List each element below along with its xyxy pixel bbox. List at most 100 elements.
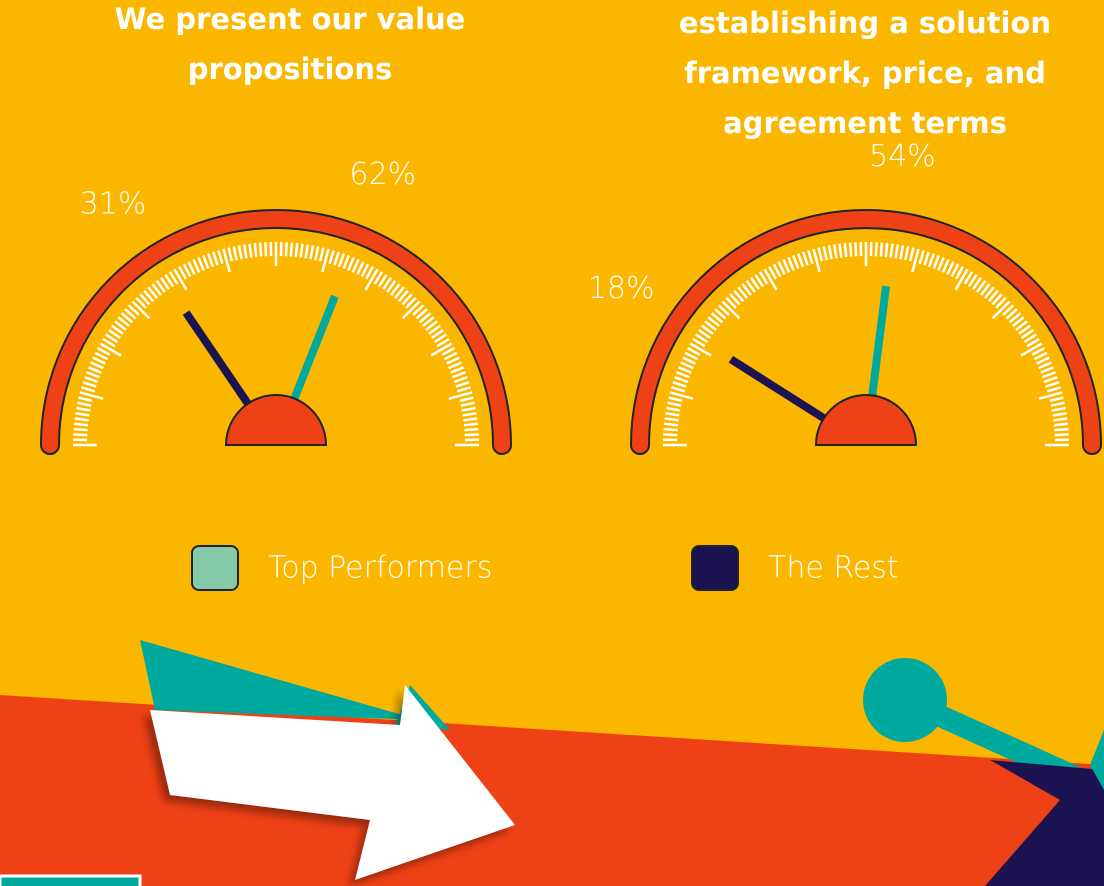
scale-notch bbox=[1044, 377, 1057, 382]
legend-swatch bbox=[192, 546, 238, 590]
scale-notch bbox=[100, 344, 121, 356]
scale-notch bbox=[1041, 367, 1054, 372]
gauge-title: We present our value propositions bbox=[110, 0, 470, 94]
scale-notch bbox=[175, 269, 187, 290]
scale-notch bbox=[666, 408, 680, 411]
scale-notch bbox=[681, 362, 694, 368]
scale-notch bbox=[464, 424, 478, 425]
scale-notch bbox=[203, 255, 208, 268]
scale-notch bbox=[845, 243, 846, 257]
scale-notch bbox=[671, 387, 684, 391]
scale-notch bbox=[1054, 424, 1068, 425]
scale-notch bbox=[286, 242, 287, 256]
scale-notch bbox=[239, 245, 242, 259]
scale-notch bbox=[664, 429, 678, 430]
scale-notch bbox=[310, 245, 313, 259]
scale-notch bbox=[296, 243, 297, 257]
scale-notch bbox=[1055, 434, 1069, 435]
scale-notch bbox=[665, 419, 679, 421]
scale-notch bbox=[920, 250, 924, 263]
scale-notch bbox=[348, 257, 353, 270]
scale-notch bbox=[306, 244, 308, 258]
scale-notch bbox=[905, 246, 908, 260]
scale-notch bbox=[79, 398, 93, 401]
scale-notch bbox=[301, 244, 303, 258]
teal-knob bbox=[863, 658, 947, 742]
scale-notch bbox=[1053, 413, 1067, 415]
scale-notch bbox=[855, 242, 856, 256]
scale-notch bbox=[690, 344, 711, 356]
scale-notch bbox=[793, 255, 798, 268]
bottom-decoration bbox=[0, 640, 1104, 886]
scale-notch bbox=[1053, 419, 1067, 421]
scale-notch bbox=[265, 242, 266, 256]
scale-notch bbox=[956, 269, 968, 290]
scale-notch bbox=[76, 408, 90, 411]
scale-notch bbox=[840, 244, 842, 258]
scale-notch bbox=[353, 260, 359, 273]
scale-notch bbox=[900, 245, 903, 259]
scale-notch bbox=[678, 367, 691, 372]
scale-notch bbox=[1042, 372, 1055, 377]
scale-notch bbox=[1054, 429, 1068, 430]
gauge-hub bbox=[816, 395, 916, 445]
scale-notch bbox=[881, 243, 882, 257]
scale-notch bbox=[819, 248, 822, 262]
scale-notch bbox=[193, 260, 199, 273]
scale-notch bbox=[457, 387, 470, 391]
scale-notch bbox=[934, 255, 939, 268]
scale-notch bbox=[664, 424, 678, 425]
scale-notch bbox=[876, 242, 877, 256]
scale-notch bbox=[1052, 408, 1066, 411]
scale-notch bbox=[891, 244, 893, 258]
scale-notch bbox=[88, 367, 101, 372]
scale-notch bbox=[260, 243, 261, 257]
scale-notch bbox=[462, 408, 476, 411]
legend-label: The Rest bbox=[768, 551, 899, 586]
teal-triangle bbox=[140, 640, 420, 720]
scale-notch bbox=[1051, 403, 1065, 406]
scale-notch bbox=[1046, 382, 1059, 386]
scale-notch bbox=[75, 419, 89, 421]
scale-notch bbox=[244, 244, 246, 258]
scale-notch bbox=[77, 403, 91, 406]
scale-notch bbox=[676, 372, 689, 377]
scale-notch bbox=[938, 257, 943, 270]
scale-notch bbox=[75, 413, 89, 415]
scale-notch bbox=[461, 403, 475, 406]
scale-notch bbox=[339, 254, 344, 267]
infographic: 62%31%54%18%Top PerformersThe Rest We pr… bbox=[0, 0, 1104, 886]
scale-notch bbox=[255, 243, 256, 257]
scale-notch bbox=[803, 252, 807, 265]
scale-notch bbox=[344, 255, 349, 268]
scale-notch bbox=[824, 246, 827, 260]
gauge-hub bbox=[226, 395, 326, 445]
scale-notch bbox=[1050, 398, 1064, 401]
scale-notch bbox=[798, 254, 803, 267]
scale-notch bbox=[73, 434, 87, 435]
value-label: 31% bbox=[80, 187, 147, 222]
scale-notch bbox=[675, 377, 688, 382]
scale-notch bbox=[366, 269, 378, 290]
scale-notch bbox=[83, 382, 96, 386]
scale-notch bbox=[765, 269, 777, 290]
scale-notch bbox=[460, 398, 474, 401]
scale-notch bbox=[896, 244, 898, 258]
scale-notch bbox=[667, 403, 681, 406]
scale-notch bbox=[924, 252, 928, 265]
scale-notch bbox=[910, 248, 913, 262]
scale-notch bbox=[669, 398, 683, 401]
scale-notch bbox=[74, 429, 88, 430]
scale-notch bbox=[1047, 387, 1060, 391]
scale-notch bbox=[456, 382, 469, 386]
scale-notch bbox=[673, 382, 686, 386]
scale-notch bbox=[783, 260, 789, 273]
scale-notch bbox=[454, 377, 467, 382]
scale-notch bbox=[1039, 362, 1052, 368]
scale-notch bbox=[85, 377, 98, 382]
scale-notch bbox=[334, 252, 338, 265]
scale-notch bbox=[451, 367, 464, 372]
scale-notch bbox=[886, 243, 887, 257]
scale-notch bbox=[291, 243, 292, 257]
value-label: 18% bbox=[588, 271, 655, 306]
